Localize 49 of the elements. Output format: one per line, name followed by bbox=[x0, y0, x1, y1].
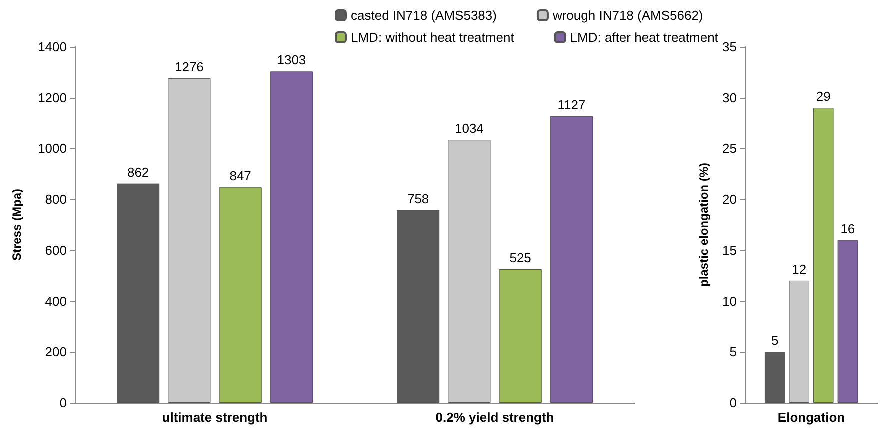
data-label: 5 bbox=[771, 333, 779, 348]
y-tick-label: 35 bbox=[722, 40, 737, 54]
bar bbox=[499, 270, 542, 403]
y-tick-label: 5 bbox=[730, 344, 737, 360]
y-tick-label: 400 bbox=[45, 294, 67, 309]
bar bbox=[764, 352, 786, 403]
y-tick-label: 10 bbox=[722, 294, 737, 309]
bar bbox=[117, 184, 160, 403]
bar bbox=[448, 140, 491, 403]
x-tick-label: Elongation bbox=[778, 410, 846, 425]
y-tick-label: 15 bbox=[722, 242, 737, 258]
bar bbox=[219, 188, 262, 403]
y-tick-label: 20 bbox=[722, 192, 737, 208]
legend-label: LMD: after heat treatment bbox=[570, 30, 719, 45]
data-label: 847 bbox=[230, 168, 252, 184]
bar bbox=[838, 240, 858, 403]
bar bbox=[270, 72, 313, 403]
y-axis-title: Stress (Mpa) bbox=[10, 188, 24, 262]
data-label: 1127 bbox=[558, 97, 586, 112]
y-tick-label: 1000 bbox=[38, 141, 67, 156]
bar bbox=[814, 108, 834, 403]
legend-label: wrough IN718 (AMS5662) bbox=[552, 8, 704, 23]
y-axis-title: plastic elongation (%) bbox=[697, 162, 711, 288]
data-label: 1276 bbox=[174, 60, 204, 75]
y-tick-label: 1400 bbox=[38, 40, 67, 54]
y-tick-label: 0 bbox=[60, 396, 67, 410]
y-tick-label: 0 bbox=[730, 396, 737, 410]
data-label: 1034 bbox=[454, 121, 484, 136]
data-label: 1303 bbox=[277, 52, 306, 68]
data-label: 862 bbox=[127, 164, 150, 180]
y-tick-label: 25 bbox=[722, 141, 737, 156]
x-tick-label: ultimate strength bbox=[162, 410, 268, 425]
legend-label: LMD: without heat treatment bbox=[351, 30, 515, 45]
data-label: 12 bbox=[792, 262, 807, 277]
legend-label: casted IN718 (AMS5383) bbox=[351, 8, 497, 23]
bar bbox=[789, 280, 810, 403]
y-tick-label: 600 bbox=[45, 242, 67, 258]
y-tick-label: 1200 bbox=[38, 90, 67, 106]
x-tick-label: 0.2% yield strength bbox=[436, 410, 554, 425]
data-label: 525 bbox=[510, 250, 532, 266]
data-label: 29 bbox=[816, 89, 831, 104]
bar bbox=[168, 78, 211, 403]
data-label: 16 bbox=[840, 221, 856, 236]
y-tick-label: 800 bbox=[45, 192, 67, 208]
bar bbox=[550, 116, 593, 403]
y-tick-label: 200 bbox=[45, 344, 67, 360]
data-label: 758 bbox=[407, 191, 430, 206]
bar bbox=[397, 210, 440, 403]
y-tick-label: 30 bbox=[722, 90, 737, 106]
